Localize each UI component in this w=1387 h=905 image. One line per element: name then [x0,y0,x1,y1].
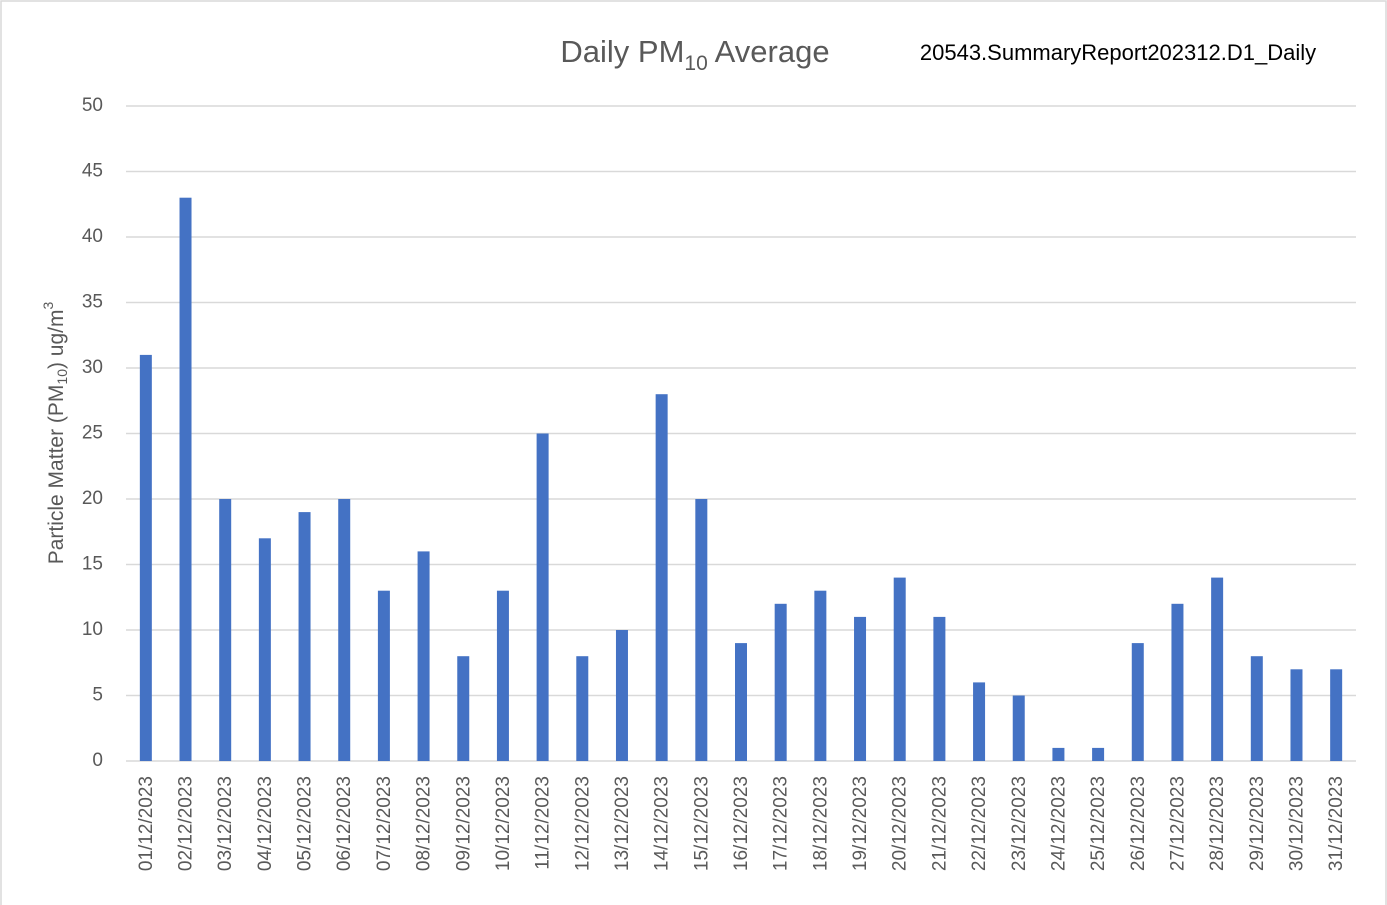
x-tick-label: 19/12/2023 [850,776,871,871]
y-label-subscript: 10 [54,369,70,385]
x-tick-label: 02/12/2023 [176,776,197,871]
bar [893,577,906,761]
x-tick-label: 01/12/2023 [136,776,157,871]
bar [814,590,827,761]
bar [1171,603,1184,761]
y-tick-label: 40 [82,226,103,247]
x-tick-label: 09/12/2023 [453,776,474,871]
x-tick-label: 17/12/2023 [771,776,792,871]
x-tick-label: 29/12/2023 [1247,776,1268,871]
x-tick-label: 08/12/2023 [414,776,435,871]
bar [496,590,509,761]
y-tick-label: 0 [92,750,103,771]
chart-subtitle: 20543.SummaryReport202312.D1_Daily [920,40,1316,65]
x-tick-label: 20/12/2023 [890,776,911,871]
bar [655,394,668,761]
y-tick-label: 25 [82,423,103,444]
y-axis-label: Particle Matter (PM10) ug/m3 [40,302,70,565]
bar [417,551,430,761]
x-tick-label: 07/12/2023 [374,776,395,871]
y-label-part: Particle Matter (PM [45,385,68,565]
x-tick-label: 16/12/2023 [731,776,752,871]
x-tick-label: 26/12/2023 [1128,776,1149,871]
bar [179,197,192,761]
bar [377,590,390,761]
bar [854,616,867,761]
y-tick-label: 35 [82,292,103,313]
x-tick-label: 23/12/2023 [1009,776,1030,871]
y-tick-label: 30 [82,357,103,378]
x-tick-label: 03/12/2023 [215,776,236,871]
x-tick-label: 14/12/2023 [652,776,673,871]
bar [1211,577,1224,761]
y-tick-label: 45 [82,161,103,182]
bar [1131,643,1144,761]
x-tick-label: 31/12/2023 [1326,776,1347,871]
x-tick-label: 04/12/2023 [255,776,276,871]
x-tick-label: 25/12/2023 [1088,776,1109,871]
title-part: Average [708,34,830,69]
y-tick-label: 50 [82,95,103,116]
title-subscript: 10 [684,52,707,75]
y-tick-label: 10 [82,619,103,640]
bar [1092,747,1105,761]
x-tick-label: 22/12/2023 [969,776,990,871]
bar [973,682,986,761]
x-tick-label: 28/12/2023 [1207,776,1228,871]
bar [457,656,470,761]
bar [338,499,351,761]
chart-title: Daily PM10 Average [560,34,829,74]
bar [1250,656,1263,761]
y-tick-label: 20 [82,488,103,509]
bar [139,354,152,761]
x-tick-label: 21/12/2023 [929,776,950,871]
bar [536,433,549,761]
title-part: Daily PM [560,34,684,69]
y-tick-label: 5 [92,685,103,706]
y-label-part: ) ug/m [45,310,68,370]
bar [933,616,946,761]
x-tick-label: 11/12/2023 [533,776,554,870]
bar [735,643,747,761]
bar [1012,695,1025,761]
bar [219,499,232,761]
x-tick-label: 13/12/2023 [612,776,633,871]
x-tick-label: 24/12/2023 [1048,776,1069,871]
bar [1330,669,1343,761]
x-tick-label: 05/12/2023 [295,776,316,871]
y-tick-label: 15 [82,554,103,575]
bar [695,499,708,761]
x-tick-label: 15/12/2023 [691,776,712,871]
bar [1052,747,1065,761]
x-tick-label: 10/12/2023 [493,776,514,871]
x-tick-label: 06/12/2023 [334,776,355,871]
x-tick-label: 27/12/2023 [1167,776,1188,871]
y-label-superscript: 3 [40,302,56,310]
bar [576,656,589,761]
bar [298,512,311,761]
x-tick-label: 18/12/2023 [810,776,831,871]
bar [258,538,271,761]
x-tick-label: 12/12/2023 [572,776,593,871]
x-tick-label: 30/12/2023 [1286,776,1307,871]
bar [1290,669,1303,761]
bar [615,630,628,761]
bar [774,603,787,761]
